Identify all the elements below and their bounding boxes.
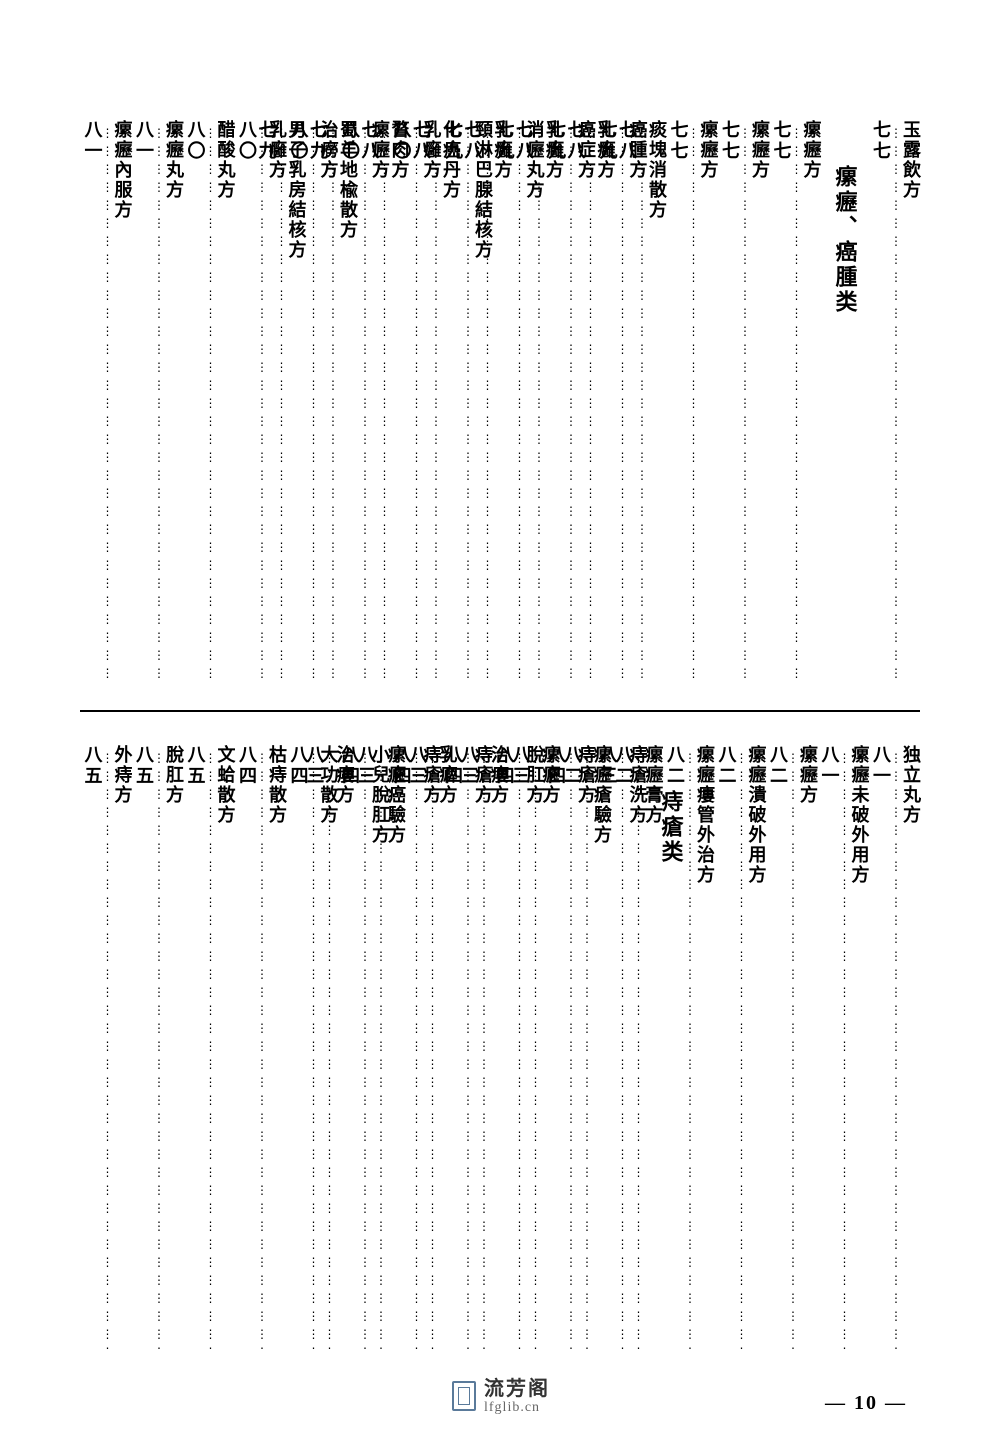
toc-entry: 瘰癧未破外用方⋮⋮⋮⋮⋮⋮⋮⋮⋮⋮⋮⋮⋮⋮⋮⋮⋮⋮⋮⋮⋮⋮⋮⋮⋮⋮⋮⋮⋮⋮⋮⋮⋮… (821, 745, 869, 1355)
toc-entry: 醋酸丸方⋮⋮⋮⋮⋮⋮⋮⋮⋮⋮⋮⋮⋮⋮⋮⋮⋮⋮⋮⋮⋮⋮⋮⋮⋮⋮⋮⋮⋮⋮⋮⋮⋮⋮⋮⋮… (187, 120, 235, 690)
entry-title: 玉露飲方 (902, 120, 920, 690)
toc-entry: 文蛤散方⋮⋮⋮⋮⋮⋮⋮⋮⋮⋮⋮⋮⋮⋮⋮⋮⋮⋮⋮⋮⋮⋮⋮⋮⋮⋮⋮⋮⋮⋮⋮⋮⋮⋮⋮⋮… (187, 745, 235, 1355)
toc-entry: 乳癰方⋮⋮⋮⋮⋮⋮⋮⋮⋮⋮⋮⋮⋮⋮⋮⋮⋮⋮⋮⋮⋮⋮⋮⋮⋮⋮⋮⋮⋮⋮⋮⋮⋮⋮⋮⋮⋮… (393, 120, 441, 690)
watermark-main: 流芳阁 (484, 1378, 550, 1400)
toc-entry: 痔瘡方⋮⋮⋮⋮⋮⋮⋮⋮⋮⋮⋮⋮⋮⋮⋮⋮⋮⋮⋮⋮⋮⋮⋮⋮⋮⋮⋮⋮⋮⋮⋮⋮⋮⋮⋮⋮⋮… (393, 745, 441, 1355)
toc-entry: 乳癰方⋮⋮⋮⋮⋮⋮⋮⋮⋮⋮⋮⋮⋮⋮⋮⋮⋮⋮⋮⋮⋮⋮⋮⋮⋮⋮⋮⋮⋮⋮⋮⋮⋮⋮⋮⋮⋮… (238, 120, 286, 690)
toc-entry: 瘰癧方⋮⋮⋮⋮⋮⋮⋮⋮⋮⋮⋮⋮⋮⋮⋮⋮⋮⋮⋮⋮⋮⋮⋮⋮⋮⋮⋮⋮⋮⋮⋮⋮⋮⋮⋮⋮⋮… (773, 120, 821, 690)
toc-entry: 癌腫方⋮⋮⋮⋮⋮⋮⋮⋮⋮⋮⋮⋮⋮⋮⋮⋮⋮⋮⋮⋮⋮⋮⋮⋮⋮⋮⋮⋮⋮⋮⋮⋮⋮⋮⋮⋮⋮… (599, 120, 647, 690)
toc-entry: 癌症方⋮⋮⋮⋮⋮⋮⋮⋮⋮⋮⋮⋮⋮⋮⋮⋮⋮⋮⋮⋮⋮⋮⋮⋮⋮⋮⋮⋮⋮⋮⋮⋮⋮⋮⋮⋮⋮… (547, 120, 595, 690)
section-top-left: 癌腫方⋮⋮⋮⋮⋮⋮⋮⋮⋮⋮⋮⋮⋮⋮⋮⋮⋮⋮⋮⋮⋮⋮⋮⋮⋮⋮⋮⋮⋮⋮⋮⋮⋮⋮⋮⋮⋮… (80, 120, 647, 690)
toc-entry: 消癧丸方⋮⋮⋮⋮⋮⋮⋮⋮⋮⋮⋮⋮⋮⋮⋮⋮⋮⋮⋮⋮⋮⋮⋮⋮⋮⋮⋮⋮⋮⋮⋮⋮⋮⋮⋮⋮… (496, 120, 544, 690)
section-divider (80, 710, 920, 712)
toc-entry: 瘰癧方⋮⋮⋮⋮⋮⋮⋮⋮⋮⋮⋮⋮⋮⋮⋮⋮⋮⋮⋮⋮⋮⋮⋮⋮⋮⋮⋮⋮⋮⋮⋮⋮⋮⋮⋮⋮⋮… (721, 120, 769, 690)
watermark: 流芳阁 lfglib.cn (452, 1378, 550, 1415)
page-number: — 10 — (825, 1392, 907, 1415)
watermark-url: lfglib.cn (484, 1400, 550, 1415)
section-bottom-left: 痔瘡类 痔瘡洗方⋮⋮⋮⋮⋮⋮⋮⋮⋮⋮⋮⋮⋮⋮⋮⋮⋮⋮⋮⋮⋮⋮⋮⋮⋮⋮⋮⋮⋮⋮⋮⋮… (80, 745, 695, 1355)
toc-entry: 独立丸方⋮⋮⋮⋮⋮⋮⋮⋮⋮⋮⋮⋮⋮⋮⋮⋮⋮⋮⋮⋮⋮⋮⋮⋮⋮⋮⋮⋮⋮⋮⋮⋮⋮⋮⋮⋮… (872, 745, 920, 1355)
leader-dots: ⋮⋮⋮⋮⋮⋮⋮⋮⋮⋮⋮⋮⋮⋮⋮⋮⋮⋮⋮⋮⋮⋮⋮⋮⋮⋮⋮⋮⋮⋮⋮⋮⋮⋮⋮⋮⋮⋮⋮⋮… (890, 126, 902, 684)
toc-entry: 外痔方⋮⋮⋮⋮⋮⋮⋮⋮⋮⋮⋮⋮⋮⋮⋮⋮⋮⋮⋮⋮⋮⋮⋮⋮⋮⋮⋮⋮⋮⋮⋮⋮⋮⋮⋮⋮⋮… (84, 745, 132, 1355)
toc-page: 玉露飲方 ⋮⋮⋮⋮⋮⋮⋮⋮⋮⋮⋮⋮⋮⋮⋮⋮⋮⋮⋮⋮⋮⋮⋮⋮⋮⋮⋮⋮⋮⋮⋮⋮⋮⋮⋮… (80, 120, 920, 1360)
toc-entry: 治癆方⋮⋮⋮⋮⋮⋮⋮⋮⋮⋮⋮⋮⋮⋮⋮⋮⋮⋮⋮⋮⋮⋮⋮⋮⋮⋮⋮⋮⋮⋮⋮⋮⋮⋮⋮⋮⋮… (290, 120, 338, 690)
toc-entry: 痔瘡方⋮⋮⋮⋮⋮⋮⋮⋮⋮⋮⋮⋮⋮⋮⋮⋮⋮⋮⋮⋮⋮⋮⋮⋮⋮⋮⋮⋮⋮⋮⋮⋮⋮⋮⋮⋮⋮… (547, 745, 595, 1355)
toc-entry: 大功散方⋮⋮⋮⋮⋮⋮⋮⋮⋮⋮⋮⋮⋮⋮⋮⋮⋮⋮⋮⋮⋮⋮⋮⋮⋮⋮⋮⋮⋮⋮⋮⋮⋮⋮⋮⋮… (290, 745, 338, 1355)
book-icon (452, 1381, 476, 1411)
toc-entry: 小兒脫肛方⋮⋮⋮⋮⋮⋮⋮⋮⋮⋮⋮⋮⋮⋮⋮⋮⋮⋮⋮⋮⋮⋮⋮⋮⋮⋮⋮⋮⋮⋮⋮⋮⋮⋮⋮… (341, 745, 389, 1355)
entry-page: 七七 (872, 120, 890, 690)
toc-entry: 脫肛方⋮⋮⋮⋮⋮⋮⋮⋮⋮⋮⋮⋮⋮⋮⋮⋮⋮⋮⋮⋮⋮⋮⋮⋮⋮⋮⋮⋮⋮⋮⋮⋮⋮⋮⋮⋮⋮… (135, 745, 183, 1355)
toc-entry: 痔瘡方⋮⋮⋮⋮⋮⋮⋮⋮⋮⋮⋮⋮⋮⋮⋮⋮⋮⋮⋮⋮⋮⋮⋮⋮⋮⋮⋮⋮⋮⋮⋮⋮⋮⋮⋮⋮⋮… (444, 745, 492, 1355)
toc-entry: 瘰癧方⋮⋮⋮⋮⋮⋮⋮⋮⋮⋮⋮⋮⋮⋮⋮⋮⋮⋮⋮⋮⋮⋮⋮⋮⋮⋮⋮⋮⋮⋮⋮⋮⋮⋮⋮⋮⋮… (769, 745, 817, 1355)
toc-entry: 頸淋巴腺結核方⋮⋮⋮⋮⋮⋮⋮⋮⋮⋮⋮⋮⋮⋮⋮⋮⋮⋮⋮⋮⋮⋮⋮⋮⋮⋮⋮⋮⋮⋮⋮⋮⋮… (444, 120, 492, 690)
section-heading: 瘰癧、癌腫类 (829, 120, 861, 690)
toc-entry: 瘰癧方⋮⋮⋮⋮⋮⋮⋮⋮⋮⋮⋮⋮⋮⋮⋮⋮⋮⋮⋮⋮⋮⋮⋮⋮⋮⋮⋮⋮⋮⋮⋮⋮⋮⋮⋮⋮⋮… (670, 120, 718, 690)
toc-entry: 玉露飲方 ⋮⋮⋮⋮⋮⋮⋮⋮⋮⋮⋮⋮⋮⋮⋮⋮⋮⋮⋮⋮⋮⋮⋮⋮⋮⋮⋮⋮⋮⋮⋮⋮⋮⋮⋮… (872, 120, 920, 690)
toc-entry: 瘰癧內服方⋮⋮⋮⋮⋮⋮⋮⋮⋮⋮⋮⋮⋮⋮⋮⋮⋮⋮⋮⋮⋮⋮⋮⋮⋮⋮⋮⋮⋮⋮⋮⋮⋮⋮⋮… (84, 120, 132, 690)
toc-entry: 瘰癧丸方⋮⋮⋮⋮⋮⋮⋮⋮⋮⋮⋮⋮⋮⋮⋮⋮⋮⋮⋮⋮⋮⋮⋮⋮⋮⋮⋮⋮⋮⋮⋮⋮⋮⋮⋮⋮… (135, 120, 183, 690)
toc-entry: 痔瘡洗方⋮⋮⋮⋮⋮⋮⋮⋮⋮⋮⋮⋮⋮⋮⋮⋮⋮⋮⋮⋮⋮⋮⋮⋮⋮⋮⋮⋮⋮⋮⋮⋮⋮⋮⋮⋮… (599, 745, 647, 1355)
toc-entry: 枯痔散方⋮⋮⋮⋮⋮⋮⋮⋮⋮⋮⋮⋮⋮⋮⋮⋮⋮⋮⋮⋮⋮⋮⋮⋮⋮⋮⋮⋮⋮⋮⋮⋮⋮⋮⋮⋮… (238, 745, 286, 1355)
toc-entry: 瘰癧潰破外用方⋮⋮⋮⋮⋮⋮⋮⋮⋮⋮⋮⋮⋮⋮⋮⋮⋮⋮⋮⋮⋮⋮⋮⋮⋮⋮⋮⋮⋮⋮⋮⋮⋮… (718, 745, 766, 1355)
section-heading: 痔瘡类 (655, 745, 687, 1355)
toc-entry: 脫肛方⋮⋮⋮⋮⋮⋮⋮⋮⋮⋮⋮⋮⋮⋮⋮⋮⋮⋮⋮⋮⋮⋮⋮⋮⋮⋮⋮⋮⋮⋮⋮⋮⋮⋮⋮⋮⋮… (496, 745, 544, 1355)
toc-entry: 瘰癧方⋮⋮⋮⋮⋮⋮⋮⋮⋮⋮⋮⋮⋮⋮⋮⋮⋮⋮⋮⋮⋮⋮⋮⋮⋮⋮⋮⋮⋮⋮⋮⋮⋮⋮⋮⋮⋮… (341, 120, 389, 690)
